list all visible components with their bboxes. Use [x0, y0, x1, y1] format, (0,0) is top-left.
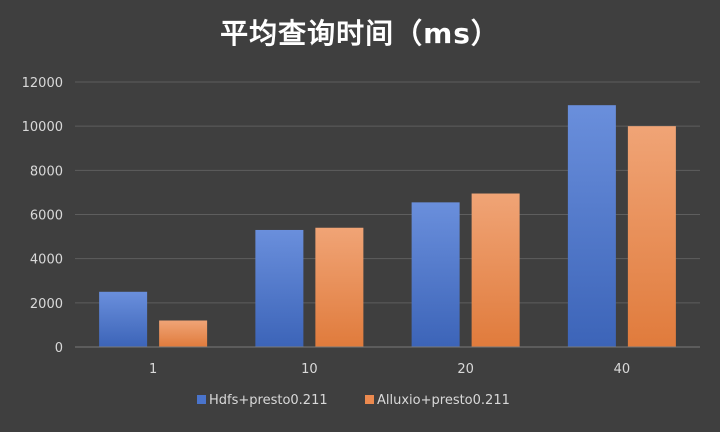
bar-alluxio-10	[315, 227, 364, 347]
legend-label-hdfs: Hdfs+presto0.211	[209, 393, 328, 408]
x-tick-label: 40	[614, 362, 631, 377]
y-tick-label: 6000	[30, 209, 63, 224]
bar-hdfs-10	[255, 229, 304, 347]
y-tick-label: 4000	[30, 253, 63, 268]
y-tick-label: 12000	[22, 76, 63, 91]
bar-alluxio-20	[471, 193, 520, 347]
y-tick-label: 10000	[22, 120, 63, 135]
legend-label-alluxio: Alluxio+presto0.211	[377, 393, 510, 408]
bar-alluxio-40	[627, 126, 676, 348]
y-tick-label: 2000	[30, 297, 63, 312]
bar-hdfs-20	[411, 202, 460, 347]
legend-swatch-hdfs	[197, 395, 206, 404]
x-tick-label: 10	[301, 362, 318, 377]
x-tick-label: 1	[149, 362, 157, 377]
chart-title: 平均查询时间（ms）	[220, 17, 500, 50]
bar-alluxio-1	[159, 320, 208, 347]
x-tick-label: 20	[457, 362, 474, 377]
legend-swatch-alluxio	[365, 395, 374, 404]
bar-hdfs-40	[567, 105, 616, 347]
bar-hdfs-1	[99, 291, 148, 347]
y-tick-label: 0	[55, 341, 63, 356]
y-tick-label: 8000	[30, 164, 63, 179]
